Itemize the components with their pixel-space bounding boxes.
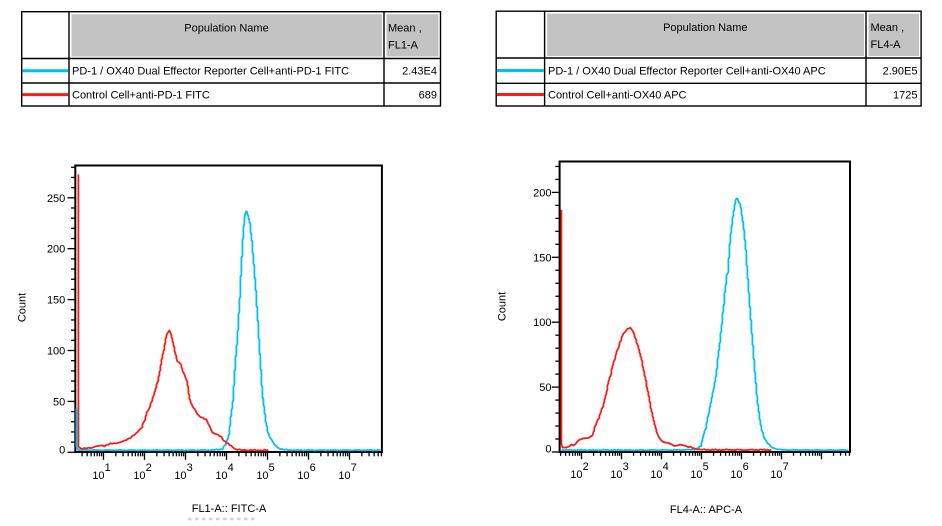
- svg-text:PD-1 / OX40 Dual Effector Repo: PD-1 / OX40 Dual Effector Reporter Cell+…: [72, 66, 349, 78]
- svg-text:2.90E5: 2.90E5: [883, 66, 918, 78]
- svg-text:106: 106: [297, 462, 315, 482]
- svg-text:689: 689: [419, 90, 437, 102]
- svg-text:106: 106: [730, 461, 748, 481]
- svg-text:102: 102: [133, 462, 151, 482]
- svg-text:Control Cell+anti-PD-1 FITC: Control Cell+anti-PD-1 FITC: [72, 90, 210, 102]
- svg-text:150: 150: [47, 295, 65, 307]
- svg-text:1725: 1725: [893, 90, 917, 102]
- svg-text:200: 200: [533, 187, 551, 199]
- svg-text:PD-1 / OX40 Dual Effector Repo: PD-1 / OX40 Dual Effector Reporter Cell+…: [548, 66, 826, 78]
- svg-text:0: 0: [545, 444, 551, 456]
- svg-text:Count: Count: [17, 293, 29, 322]
- svg-text:103: 103: [610, 461, 628, 481]
- svg-text:103: 103: [174, 462, 192, 482]
- svg-text:50: 50: [539, 382, 551, 394]
- svg-text:50: 50: [53, 396, 65, 408]
- svg-text:Population Name: Population Name: [663, 22, 747, 34]
- svg-text:0: 0: [59, 444, 65, 456]
- svg-text:150: 150: [533, 252, 551, 264]
- svg-text:102: 102: [570, 461, 588, 481]
- svg-text:107: 107: [770, 461, 788, 481]
- svg-text:105: 105: [690, 461, 708, 481]
- svg-text:FL1-A:: FITC-A: FL1-A:: FITC-A: [192, 503, 267, 515]
- svg-text:FL4-A:: APC-A: FL4-A:: APC-A: [670, 504, 743, 516]
- svg-text:Population Name: Population Name: [184, 23, 268, 35]
- svg-text:200: 200: [47, 244, 65, 256]
- svg-text:105: 105: [256, 462, 274, 482]
- svg-text:Control Cell+anti-OX40 APC: Control Cell+anti-OX40 APC: [548, 90, 687, 102]
- svg-text:104: 104: [650, 461, 668, 481]
- svg-text:FL1-A: FL1-A: [388, 40, 419, 52]
- svg-text:100: 100: [47, 346, 65, 358]
- svg-text:104: 104: [215, 462, 233, 482]
- svg-text:Mean ,: Mean ,: [871, 22, 905, 34]
- svg-text:2.43E4: 2.43E4: [402, 66, 437, 78]
- svg-text:100: 100: [533, 317, 551, 329]
- svg-text:FL4-A: FL4-A: [871, 39, 902, 51]
- svg-text:107: 107: [338, 462, 356, 482]
- svg-text:Count: Count: [497, 292, 509, 321]
- svg-text:250: 250: [47, 193, 65, 205]
- svg-text:101: 101: [92, 462, 110, 482]
- svg-text:Mean ,: Mean ,: [388, 23, 422, 35]
